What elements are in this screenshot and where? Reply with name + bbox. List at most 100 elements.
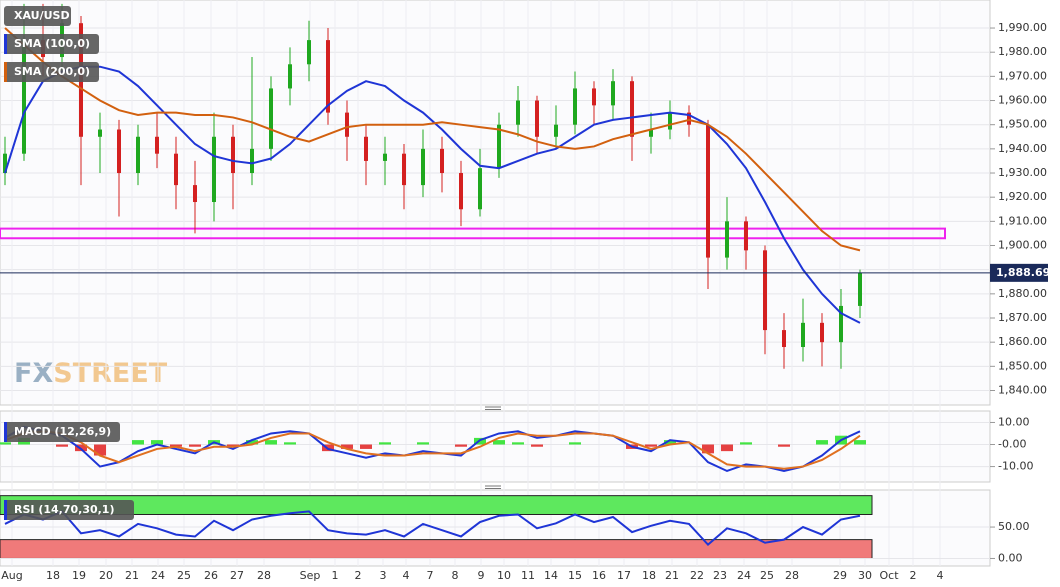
x-tick-label: 15 xyxy=(568,569,582,582)
histogram-bar xyxy=(189,444,201,447)
legend-swatch xyxy=(4,34,7,54)
histogram-bar xyxy=(341,444,353,449)
candle-body xyxy=(573,88,577,125)
candle-body xyxy=(820,322,824,343)
candle-body xyxy=(364,136,368,161)
watermark-street: STREET xyxy=(53,358,168,389)
histogram-bar xyxy=(265,440,277,445)
y-tick-label: 1,880.00 xyxy=(998,287,1047,300)
x-tick-label: 4 xyxy=(403,569,410,582)
candle-body xyxy=(535,100,539,137)
histogram-bar xyxy=(379,442,391,445)
legend-box xyxy=(4,6,71,26)
candle-body xyxy=(3,153,7,174)
histogram-bar xyxy=(0,442,11,445)
histogram-bar xyxy=(569,442,581,445)
histogram-bar xyxy=(94,444,106,456)
zone xyxy=(0,227,946,240)
y-tick-label: 1,910.00 xyxy=(998,214,1047,227)
x-tick-label: 3 xyxy=(380,569,387,582)
x-tick-label: 28 xyxy=(257,569,271,582)
x-tick-label: 20 xyxy=(99,569,113,582)
candle-body xyxy=(782,330,786,348)
x-tick-label: 7 xyxy=(427,569,434,582)
sma-line xyxy=(4,27,861,252)
x-tick-label: 25 xyxy=(177,569,191,582)
x-tick-label: 27 xyxy=(230,569,244,582)
legend-label: RSI (14,70,30,1) xyxy=(14,503,114,516)
x-tick-label: 8 xyxy=(452,569,459,582)
y-tick-label: 1,950.00 xyxy=(998,118,1047,131)
y-tick-label: 1,840.00 xyxy=(998,384,1047,397)
candle-body xyxy=(858,272,862,306)
histogram-bar xyxy=(246,440,258,445)
candle-body xyxy=(554,124,558,137)
candle-body xyxy=(725,221,729,258)
sma-line xyxy=(4,65,861,324)
x-tick-label: 19 xyxy=(72,569,86,582)
y-tick-label: 1,990.00 xyxy=(998,21,1047,34)
candle-body xyxy=(497,124,501,169)
legend-box xyxy=(4,500,134,520)
histogram-bar xyxy=(512,442,524,445)
histogram-bar xyxy=(816,440,828,445)
candle-body xyxy=(687,112,691,125)
macd-line xyxy=(4,425,861,473)
candle-body xyxy=(459,173,463,210)
x-tick-label: 18 xyxy=(642,569,656,582)
rsi-line xyxy=(4,510,861,547)
candle-body xyxy=(421,148,425,186)
candle-body xyxy=(630,81,634,137)
histogram-bar xyxy=(702,444,714,454)
x-tick-label: 2 xyxy=(910,569,917,582)
legend-label: SMA (200,0) xyxy=(14,65,90,78)
last-price-label: 1,888.69 xyxy=(996,266,1050,279)
x-tick-label: 17 xyxy=(617,569,631,582)
legend-swatch xyxy=(4,422,7,442)
histogram-bar xyxy=(740,442,752,445)
candle-body xyxy=(592,88,596,106)
candle-body xyxy=(326,40,330,113)
x-tick-label: 4 xyxy=(937,569,944,582)
legend-swatch xyxy=(4,500,7,520)
y-tick-label: -10.00 xyxy=(998,460,1033,473)
candle-body xyxy=(117,129,121,174)
histogram-bar xyxy=(151,440,163,445)
legend-label: MACD (12,26,9) xyxy=(14,425,111,438)
pane-grip[interactable] xyxy=(485,406,501,489)
y-tick-label: 1,960.00 xyxy=(998,94,1047,107)
x-tick-label: 10 xyxy=(497,569,511,582)
y-tick-label: 50.00 xyxy=(998,520,1030,533)
candle-body xyxy=(440,148,444,174)
histogram-bar xyxy=(645,444,657,447)
histogram-bar xyxy=(360,444,372,449)
histogram-bar xyxy=(284,442,296,445)
candle-body xyxy=(706,124,710,258)
y-tick-label: 1,980.00 xyxy=(998,45,1047,58)
legend-box xyxy=(4,34,99,54)
x-tick-label: Sep xyxy=(300,569,321,582)
legend-label: XAU/USD xyxy=(14,9,70,22)
histogram-bar xyxy=(778,444,790,447)
x-tick-label: 11 xyxy=(521,569,535,582)
candle-body xyxy=(231,136,235,174)
macd-line xyxy=(4,430,861,470)
y-tick-label: 1,970.00 xyxy=(998,69,1047,82)
candle-body xyxy=(402,153,406,186)
candle-body xyxy=(98,129,102,137)
candle-body xyxy=(516,100,520,125)
y-tick-label: 1,930.00 xyxy=(998,166,1047,179)
x-tick-label: 29 xyxy=(833,569,847,582)
histogram-bar xyxy=(455,444,467,447)
price-pane xyxy=(0,0,991,406)
x-tick-label: Oct xyxy=(879,569,899,582)
candle-body xyxy=(174,153,178,186)
y-tick-label: 1,940.00 xyxy=(998,142,1047,155)
x-tick-label: 28 xyxy=(785,569,799,582)
histogram-bar xyxy=(531,444,543,447)
x-tick-label: 30 xyxy=(858,569,872,582)
x-tick-label: 21 xyxy=(125,569,139,582)
candle-body xyxy=(801,322,805,348)
candle-body xyxy=(744,221,748,251)
y-tick-label: 1,850.00 xyxy=(998,359,1047,372)
